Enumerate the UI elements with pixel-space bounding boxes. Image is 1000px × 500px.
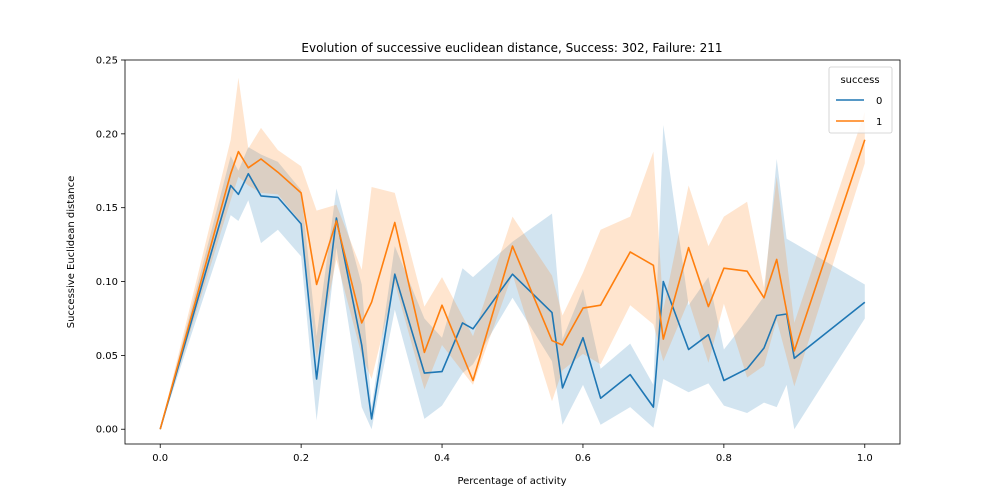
y-axis: 0.00 0.05 0.10 0.15 0.20 0.25 (96, 56, 125, 436)
x-axis-label: Percentage of activity (457, 476, 566, 487)
y-tick-label: 0.10 (96, 277, 118, 288)
confidence-band-series-0 (160, 125, 865, 430)
plot-frame (124, 59, 901, 445)
y-tick-label: 0.00 (96, 425, 118, 436)
y-axis-label: Successive Euclidean distance (66, 176, 77, 329)
y-tick-label: 0.25 (96, 56, 118, 67)
y-tick-label: 0.15 (96, 203, 118, 214)
x-tick-label: 0.0 (152, 453, 168, 464)
line-series-1 (159, 139, 866, 430)
x-tick-label: 1.0 (857, 453, 873, 464)
y-tick-label: 0.05 (96, 351, 118, 362)
line-series-0 (159, 172, 866, 430)
confidence-band-series-1 (160, 77, 865, 430)
y-tick-label: 0.20 (96, 129, 118, 140)
confidence-bands (160, 77, 865, 430)
legend-label-1: 1 (876, 117, 882, 128)
series-lines (159, 139, 866, 430)
legend: success 0 1 (828, 66, 893, 134)
x-tick-label: 0.4 (434, 453, 450, 464)
legend-label-0: 0 (876, 96, 882, 107)
x-tick-label: 0.6 (575, 453, 591, 464)
x-tick-label: 0.2 (293, 453, 309, 464)
legend-title: success (840, 75, 879, 86)
chart-title: Evolution of successive euclidean distan… (301, 41, 722, 55)
x-tick-label: 0.8 (716, 453, 732, 464)
x-axis: 0.0 0.2 0.4 0.6 0.8 1.0 (152, 444, 873, 464)
